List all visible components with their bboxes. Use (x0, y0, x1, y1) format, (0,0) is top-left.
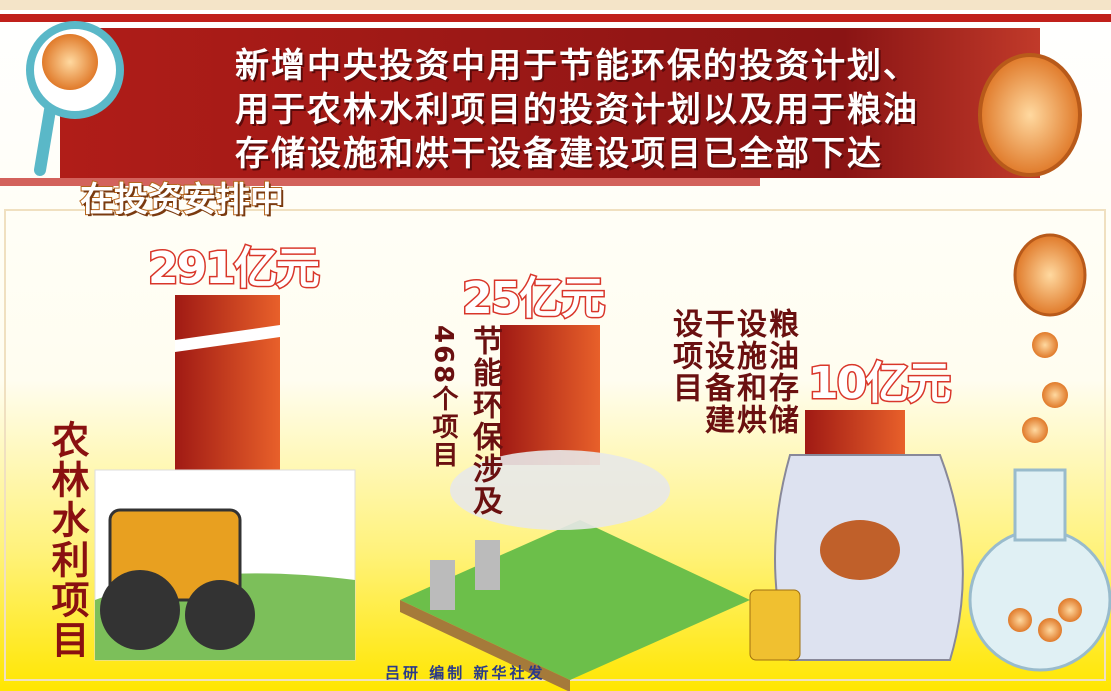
amount: 25亿元 (460, 272, 606, 326)
item-label: 设施和烘 (731, 308, 766, 436)
title-line: 存储设施和烘干设备建设项目已全部下达 (235, 134, 883, 174)
item-label: 粮油存储 (763, 308, 798, 436)
footer-credit: 吕研 编制 新华社发 (385, 664, 546, 682)
amount: 10亿元 (806, 357, 952, 411)
amount: 291亿元 (147, 242, 322, 296)
title-line: 新增中央投资中用于节能环保的投资计划、 (235, 46, 919, 86)
item-label: 干设备建 (699, 308, 734, 436)
title-line: 用于农林水利项目的投资计划以及用于粮油 (235, 90, 919, 130)
item-label: 节能环保涉及 (467, 325, 502, 517)
item-label: 468个项目 (428, 325, 458, 470)
item-label: 农林水利项目 (45, 420, 89, 660)
subtitle: 在投资安排中 (79, 179, 285, 221)
item-label: 设项目 (667, 308, 702, 404)
